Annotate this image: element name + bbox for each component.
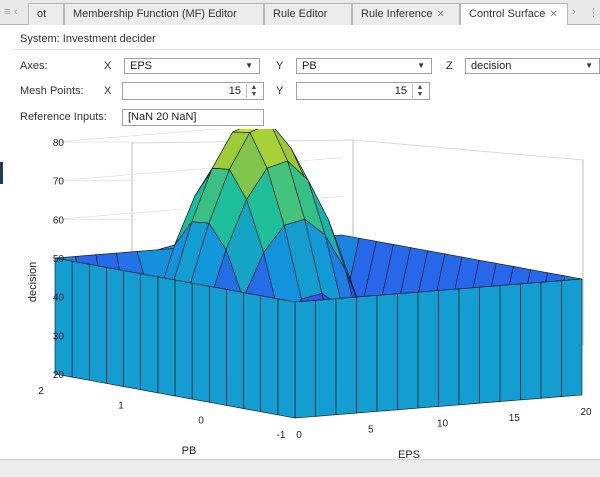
axes-label: Axes:	[20, 60, 48, 72]
tab-rule-editor[interactable]: Rule Editor	[264, 3, 352, 25]
y-tick-label: 1	[118, 401, 124, 412]
more-options-icon[interactable]: ⋮	[588, 7, 599, 19]
y-axis-label: PB	[182, 445, 197, 457]
surface-skirt	[335, 296, 357, 416]
window-edge-marker	[0, 162, 3, 184]
surface-skirt	[376, 293, 398, 412]
surface-skirt	[277, 298, 296, 419]
chevron-down-icon: ▼	[245, 61, 253, 70]
z-axis-select[interactable]: decision ▼	[465, 58, 600, 74]
surface-skirt	[561, 278, 583, 397]
tab-label: ot	[37, 8, 47, 20]
chevron-down-icon: ▼	[585, 61, 593, 70]
system-name: System: Investment decider	[20, 33, 156, 45]
z-tick-label: 40	[53, 293, 65, 304]
grip-icon[interactable]: ≡	[4, 6, 11, 18]
status-bar	[0, 459, 600, 477]
surface-skirt	[499, 283, 521, 402]
mesh-y-label: Y	[276, 85, 284, 97]
close-icon[interactable]: ✕	[436, 9, 445, 20]
surface-skirt	[294, 300, 316, 419]
x-tick-label: 0	[296, 430, 302, 441]
surface-skirt	[174, 279, 193, 400]
axis-labels: decision PB EPS	[27, 262, 420, 459]
tab-label: Membership Function (MF) Editor	[73, 8, 237, 20]
tab-mf-editor[interactable]: Membership Function (MF) Editor	[64, 3, 264, 25]
surface-skirt	[315, 298, 337, 417]
surface-mesh	[54, 129, 583, 419]
x-tick-label: 5	[368, 424, 374, 435]
spinner-arrows-icon[interactable]: ▲ ▼	[246, 84, 261, 98]
surface-skirt	[356, 295, 378, 414]
reference-inputs-field[interactable]: [NaN 20 NaN]	[122, 109, 264, 126]
z-tick-label: 50	[53, 254, 65, 265]
z-tick-label: 70	[53, 177, 65, 188]
axis-x-label: X	[104, 60, 112, 72]
z-axis-label: decision	[27, 262, 39, 302]
z-axis-value: decision	[471, 60, 512, 72]
axis-y-label: Y	[276, 60, 284, 72]
tab-label: Rule Editor	[273, 8, 328, 20]
x-tick-label: 10	[437, 419, 449, 430]
x-axis-select[interactable]: EPS ▼	[124, 58, 260, 74]
z-tick-label: 20	[53, 370, 65, 381]
surface-skirt	[458, 286, 480, 406]
x-tick-label: 15	[509, 413, 521, 424]
tab-label: Control Surface	[469, 8, 546, 20]
surface-skirt	[479, 285, 501, 404]
surface-skirt	[106, 267, 124, 387]
scroll-right-icon[interactable]: ›	[572, 6, 576, 18]
surface-skirt	[417, 290, 439, 409]
y-tick-label: 2	[38, 386, 44, 397]
mesh-x-spinner[interactable]: 15 ▲ ▼	[122, 82, 264, 100]
surface-skirt	[191, 282, 210, 403]
surface-skirt	[54, 257, 73, 378]
z-tick-label: 80	[53, 138, 65, 149]
tab-control-surface[interactable]: Control Surface ✕	[460, 3, 568, 26]
x-axis-value: EPS	[130, 60, 153, 72]
surface-skirt	[243, 292, 262, 413]
surface-skirt	[520, 281, 542, 401]
x-tick-label: 20	[580, 407, 592, 418]
mesh-x-label: X	[104, 85, 112, 97]
grid-line	[54, 129, 224, 143]
axis-z-label: Z	[446, 60, 453, 72]
y-tick-label: 0	[198, 415, 204, 426]
scroll-left-icon[interactable]: ‹	[14, 6, 18, 18]
spinner-arrows-icon[interactable]: ▲ ▼	[412, 84, 427, 98]
y-tick-label: -1	[277, 430, 286, 441]
surface-skirt	[71, 260, 90, 381]
z-tick-label: 60	[53, 215, 65, 226]
tab-rule-inference[interactable]: Rule Inference ✕	[352, 3, 460, 25]
surface-skirt	[540, 280, 562, 399]
surface-skirt	[226, 289, 244, 409]
tab-bar: ≡ ‹ ot Membership Function (MF) Editor R…	[0, 0, 600, 26]
y-axis-value: PB	[302, 60, 317, 72]
surface-skirt	[397, 291, 419, 411]
mesh-points-label: Mesh Points:	[20, 85, 84, 97]
tab-label: Rule Inference	[361, 8, 433, 20]
chevron-down-icon: ▼	[417, 61, 425, 70]
mesh-y-value: 15	[394, 85, 407, 97]
surface-skirt	[438, 288, 460, 407]
surface-skirt	[157, 276, 176, 397]
close-icon[interactable]: ✕	[549, 9, 558, 20]
surface-skirt	[209, 285, 227, 406]
surface-skirt	[140, 273, 159, 394]
system-row	[14, 31, 600, 50]
mesh-y-spinner[interactable]: 15 ▲ ▼	[296, 82, 430, 100]
mesh-x-value: 15	[228, 85, 241, 97]
surface-skirt	[123, 270, 141, 391]
tab-plot[interactable]: ot	[28, 3, 64, 25]
surface-skirt	[260, 295, 279, 416]
reference-inputs-label: Reference Inputs:	[20, 111, 107, 123]
z-tick-label: 30	[53, 331, 65, 342]
surface-skirt	[89, 263, 107, 384]
x-axis-label: EPS	[398, 449, 420, 459]
y-axis-select[interactable]: PB ▼	[296, 58, 432, 74]
